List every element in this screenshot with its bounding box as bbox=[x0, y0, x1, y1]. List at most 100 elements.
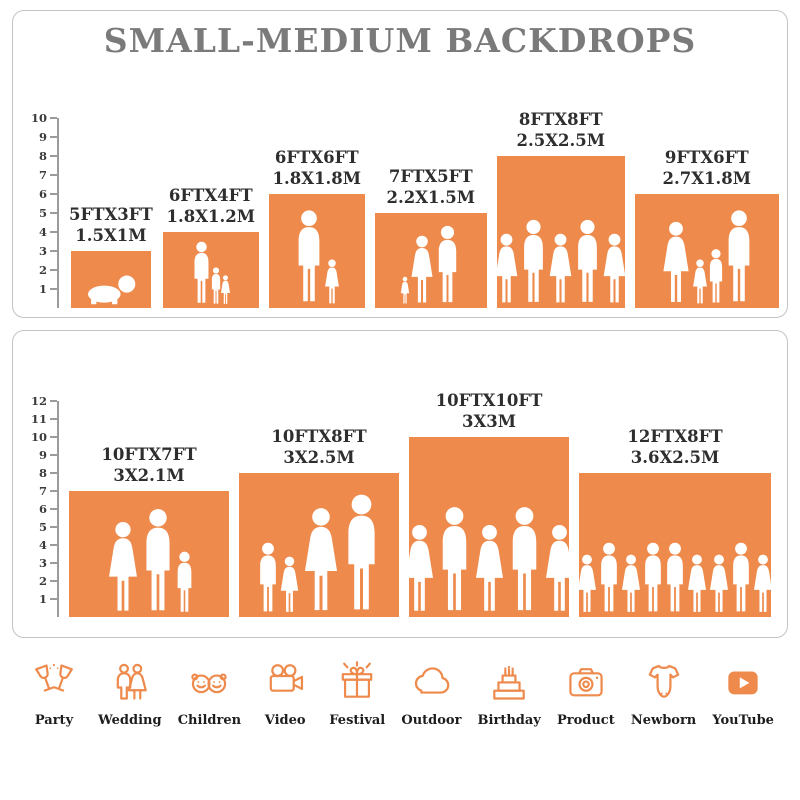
birthday-icon bbox=[493, 664, 525, 700]
backdrop-bar bbox=[70, 251, 151, 308]
party-icon bbox=[35, 662, 73, 692]
people-silhouettes bbox=[163, 241, 259, 305]
y-tick-label: 3 bbox=[38, 244, 47, 258]
backdrop-bar-group: 9FTX6FT 2.7X1.8M bbox=[634, 147, 779, 308]
size-ft-label: 9FTX6FT bbox=[664, 147, 749, 167]
category-label: Birthday bbox=[477, 713, 541, 728]
y-tick: 7 bbox=[39, 168, 57, 182]
category-label: Newborn bbox=[630, 713, 697, 728]
size-m-label: 1.8X1.8M bbox=[272, 168, 361, 188]
y-axis-ruler: 1 2 3 4 5 6 7 8 9 10 11 12 bbox=[29, 394, 59, 617]
video-icon bbox=[269, 664, 304, 692]
category-outdoor: Outdoor bbox=[401, 660, 461, 728]
y-tick: 2 bbox=[39, 263, 57, 277]
size-ft-label: 12FTX8FT bbox=[627, 426, 723, 446]
festival-icon bbox=[341, 661, 373, 698]
backdrop-size-label: 12FTX8FT 3.6X2.5M bbox=[627, 426, 722, 468]
category-festival: Festival bbox=[329, 660, 385, 728]
person-silhouette-adult bbox=[603, 233, 625, 303]
size-ft-label: 10FTX7FT bbox=[101, 444, 197, 464]
people-silhouettes bbox=[71, 274, 151, 305]
y-tick-label: 6 bbox=[38, 187, 47, 201]
backdrop-size-infographic: SMALL-MEDIUM BACKDROPS 1 2 3 4 5 6 7 8 9 10 5FTX3F… bbox=[0, 10, 800, 728]
y-tick: 5 bbox=[39, 520, 57, 534]
y-tick-label: 11 bbox=[30, 412, 47, 426]
person-silhouette-adult-tall bbox=[442, 507, 466, 611]
person-silhouette-adult bbox=[754, 554, 771, 612]
y-axis-ruler: 1 2 3 4 5 6 7 8 9 10 bbox=[29, 111, 59, 308]
backdrop-size-label: 9FTX6FT 2.7X1.8M bbox=[663, 147, 751, 189]
people-silhouettes bbox=[496, 219, 625, 305]
y-tick-label: 10 bbox=[30, 111, 47, 125]
y-tick-label: 2 bbox=[38, 574, 47, 588]
y-tick: 7 bbox=[39, 484, 57, 498]
y-tick-label: 6 bbox=[38, 502, 47, 516]
category-label: Party bbox=[34, 713, 74, 728]
y-tick-label: 7 bbox=[38, 484, 47, 498]
backdrop-size-label: 10FTX8FT 3X2.5M bbox=[271, 426, 366, 468]
person-silhouette-child bbox=[177, 551, 191, 612]
backdrop-bar bbox=[579, 473, 771, 617]
y-tick: 5 bbox=[39, 206, 57, 220]
backdrop-bar bbox=[634, 194, 779, 308]
size-m-label: 2.5X2.5M bbox=[516, 130, 605, 150]
plot-area: 10FTX7FT 3X2.1M 10FTX8FT 3X2.5M 10FTX10FT 3X3… bbox=[69, 390, 773, 617]
size-ft-label: 10FTX10FT bbox=[435, 390, 543, 410]
backdrop-bar-group: 6FTX6FT 1.8X1.8M bbox=[268, 147, 365, 308]
chart-small-medium: 1 2 3 4 5 6 7 8 9 10 5FTX3FT 1.5X1M 6FTX4FT 1.8X1.2M 6… bbox=[23, 64, 779, 308]
size-m-label: 1.5X1M bbox=[75, 225, 147, 245]
category-label: Outdoor bbox=[401, 713, 462, 728]
newborn-icon bbox=[648, 664, 679, 698]
category-newborn: Newborn bbox=[631, 660, 696, 728]
y-tick: 9 bbox=[39, 448, 57, 462]
y-tick: 12 bbox=[31, 394, 57, 408]
y-tick: 3 bbox=[39, 556, 57, 570]
backdrop-bar-group: 10FTX10FT 3X3M bbox=[409, 390, 569, 617]
person-silhouette-adult-tall bbox=[728, 210, 750, 302]
backdrop-bar-group: 8FTX8FT 2.5X2.5M bbox=[496, 109, 625, 308]
y-tick: 3 bbox=[39, 244, 57, 258]
backdrop-bar-group: 5FTX3FT 1.5X1M bbox=[69, 204, 153, 308]
size-ft-label: 8FTX8FT bbox=[518, 109, 603, 129]
y-tick-label: 7 bbox=[38, 168, 47, 182]
person-silhouette-adult bbox=[663, 221, 689, 302]
plot-area: 5FTX3FT 1.5X1M 6FTX4FT 1.8X1.2M 6FTX6FT 1.8X1… bbox=[69, 109, 779, 308]
category-label: Children bbox=[177, 713, 242, 728]
backdrop-bar-group: 6FTX4FT 1.8X1.2M bbox=[162, 185, 259, 308]
people-silhouettes bbox=[579, 542, 771, 614]
y-tick-label: 5 bbox=[38, 520, 47, 534]
y-tick-label: 5 bbox=[38, 206, 47, 220]
youtube-icon bbox=[728, 671, 758, 695]
backdrop-bar bbox=[496, 156, 625, 308]
category-label: Wedding bbox=[98, 713, 162, 728]
y-tick-label: 12 bbox=[30, 394, 47, 408]
backdrop-size-label: 8FTX8FT 2.5X2.5M bbox=[517, 109, 605, 151]
size-m-label: 1.8X1.2M bbox=[166, 206, 255, 226]
y-tick: 9 bbox=[39, 130, 57, 144]
category-wedding: Wedding bbox=[98, 660, 162, 728]
y-tick: 2 bbox=[39, 574, 57, 588]
people-silhouettes bbox=[239, 493, 399, 614]
y-tick: 1 bbox=[39, 592, 57, 606]
y-tick: 11 bbox=[31, 412, 57, 426]
backdrop-bar bbox=[239, 473, 399, 617]
category-birthday: Birthday bbox=[478, 660, 541, 728]
person-silhouette-baby bbox=[88, 275, 136, 305]
size-m-label: 3.6X2.5M bbox=[630, 447, 720, 467]
y-tick: 1 bbox=[39, 282, 57, 296]
category-label: Video bbox=[264, 713, 306, 728]
size-m-label: 3X2.1M bbox=[113, 465, 185, 485]
panel-large-backdrops: 1 2 3 4 5 6 7 8 9 10 11 12 10FTX7FT 3X2.1M 10FTX8FT 3X2… bbox=[12, 330, 788, 638]
y-tick-label: 2 bbox=[38, 263, 47, 277]
children-icon bbox=[191, 673, 228, 694]
person-silhouette-adult-tall bbox=[145, 509, 170, 611]
backdrop-bar-group: 10FTX8FT 3X2.5M bbox=[239, 426, 399, 617]
category-youtube: YouTube bbox=[712, 660, 774, 728]
backdrop-size-label: 5FTX3FT 1.5X1M bbox=[69, 204, 153, 246]
backdrop-bar bbox=[409, 437, 569, 617]
category-label: Product bbox=[556, 713, 615, 728]
y-tick: 4 bbox=[39, 225, 57, 239]
product-icon bbox=[569, 668, 603, 697]
person-silhouette-adult bbox=[108, 521, 137, 611]
backdrop-size-label: 6FTX4FT 1.8X1.2M bbox=[167, 185, 255, 227]
